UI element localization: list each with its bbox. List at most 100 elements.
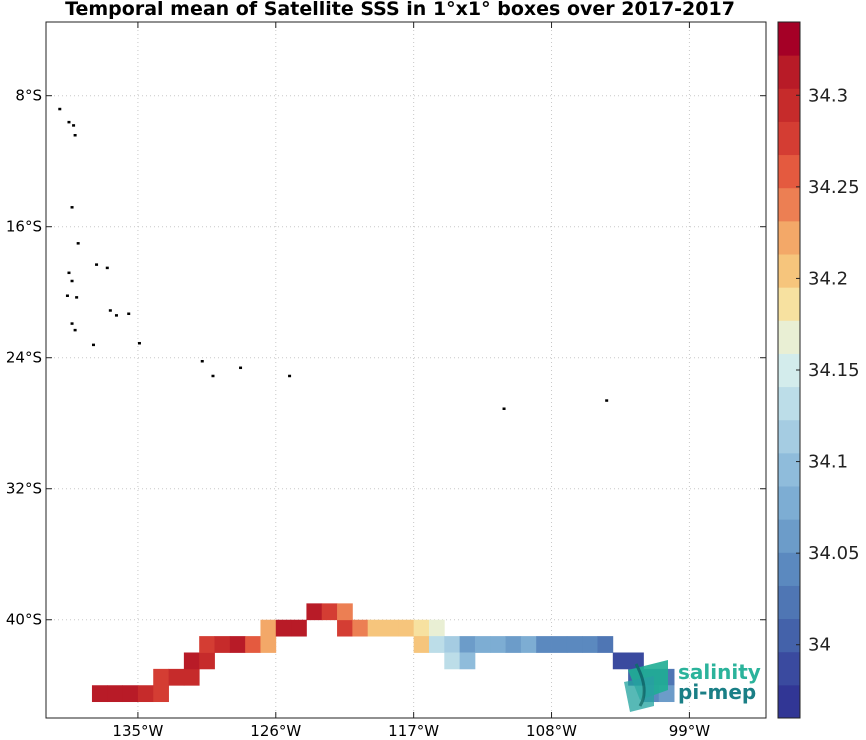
- x-axis-ticks: 135°W 126°W 117°W 108°W 99°W: [112, 22, 710, 740]
- heatmap-cell: [459, 652, 476, 670]
- y-tick-label: 40°S: [6, 611, 42, 629]
- salinity-pi-mep-logo: salinity pi-mep: [624, 660, 761, 712]
- land-island: [239, 366, 243, 370]
- y-tick-label: 24°S: [6, 349, 42, 367]
- x-tick-label: 108°W: [526, 722, 577, 740]
- land-island: [200, 359, 204, 363]
- plot-frame: [45, 21, 767, 719]
- colorbar-swatch: [778, 486, 800, 520]
- colorbar-tick-label: 34.25: [808, 177, 860, 198]
- colorbar-swatch: [778, 452, 800, 487]
- heatmap-cell: [91, 685, 108, 703]
- heatmap-cell: [229, 636, 246, 653]
- heatmap-cell: [153, 668, 169, 686]
- plot-area: [46, 22, 766, 718]
- logo-emblem-icon: [624, 660, 668, 712]
- y-tick-label: 16°S: [6, 218, 42, 236]
- y-tick-label: 8°S: [15, 87, 42, 105]
- colorbar-swatch: [778, 419, 800, 454]
- heatmap-cell: [444, 652, 461, 670]
- colorbar-tick-label: 34.05: [808, 543, 860, 564]
- colorbar-swatch: [778, 22, 800, 56]
- heatmap-cell: [291, 619, 307, 637]
- colorbar-swatch: [778, 220, 800, 255]
- x-tick-label: 126°W: [250, 722, 301, 740]
- colorbar-swatch: [778, 187, 800, 222]
- land-island: [58, 107, 62, 111]
- heatmap-cell: [337, 619, 353, 637]
- colorbar-tick-label: 34: [808, 635, 831, 656]
- colorbar-swatch: [778, 618, 800, 653]
- colorbar: 34 34.05 34.1 34.15 34.2 34.25 34.3: [777, 21, 860, 719]
- colorbar-swatch: [778, 287, 800, 321]
- heatmap-cell: [214, 636, 231, 653]
- heatmap-cell: [107, 685, 123, 703]
- heatmap-cell: [490, 636, 506, 653]
- heatmap-cell: [260, 619, 277, 637]
- colorbar-swatch: [778, 684, 800, 719]
- heatmap-cell: [398, 619, 415, 637]
- heatmap-cell: [183, 652, 200, 670]
- heatmap-cell: [321, 603, 338, 621]
- logo-text-salinity: salinity: [678, 660, 761, 684]
- heatmap-cells: [91, 603, 675, 703]
- heatmap-cell: [428, 636, 445, 653]
- colorbar-swatch: [778, 154, 800, 189]
- heatmap-cell: [582, 636, 598, 653]
- x-tick-label: 99°W: [669, 722, 711, 740]
- heatmap-cell: [352, 619, 369, 637]
- colorbar-swatch: [778, 121, 800, 156]
- colorbar-swatch: [778, 88, 800, 122]
- heatmap-cell: [199, 652, 215, 670]
- colorbar-tick-label: 34.1: [808, 452, 848, 473]
- heatmap-cell: [183, 668, 200, 686]
- heatmap-cell: [275, 619, 292, 637]
- heatmap-cell: [459, 636, 476, 653]
- land-island: [137, 341, 141, 345]
- land-island: [108, 309, 112, 312]
- heatmap-cell: [337, 603, 353, 621]
- colorbar-swatch: [778, 353, 800, 388]
- heatmap-cell: [474, 636, 491, 653]
- heatmap-cell: [628, 652, 644, 670]
- colorbar-tick-label: 34.3: [808, 85, 848, 106]
- heatmap-cell: [597, 636, 614, 653]
- colorbar-swatch: [778, 552, 800, 586]
- heatmap-cell: [428, 619, 445, 637]
- colorbar-swatch: [778, 254, 800, 288]
- land-island: [65, 294, 69, 297]
- heatmap-cell: [505, 636, 522, 653]
- heatmap-cell: [413, 619, 430, 637]
- heatmap-cell: [137, 685, 154, 703]
- x-tick-label: 135°W: [112, 722, 163, 740]
- heatmap-cell: [260, 636, 277, 653]
- land-island: [95, 263, 99, 266]
- heatmap-cell: [444, 636, 461, 653]
- colorbar-swatch: [778, 519, 800, 553]
- heatmap-cell: [551, 636, 568, 653]
- heatmap-cell: [520, 636, 537, 653]
- heatmap-cell: [413, 636, 430, 653]
- land-island: [288, 374, 292, 378]
- heatmap-cell: [122, 685, 139, 703]
- y-axis-ticks: 8°S 16°S 24°S 32°S 40°S: [6, 87, 766, 629]
- land-island: [73, 328, 77, 332]
- land-island: [70, 206, 74, 209]
- heatmap-cell: [168, 668, 185, 686]
- x-tick-label: 117°W: [388, 722, 439, 740]
- colorbar-swatch: [778, 585, 800, 620]
- heatmap-cell: [612, 652, 629, 670]
- heatmap-cell: [245, 636, 261, 653]
- heatmap-cell: [367, 619, 384, 637]
- land-island: [76, 242, 80, 245]
- heatmap-cell: [566, 636, 583, 653]
- heatmap-cell: [383, 619, 399, 637]
- heatmap-cell: [199, 636, 215, 653]
- land-island: [73, 133, 77, 137]
- colorbar-swatch: [778, 651, 800, 686]
- land-island: [72, 124, 76, 127]
- logo-text-pi-mep: pi-mep: [678, 680, 756, 704]
- colorbar-swatch: [778, 55, 800, 89]
- land-island: [127, 312, 131, 316]
- heatmap-cell: [153, 685, 169, 703]
